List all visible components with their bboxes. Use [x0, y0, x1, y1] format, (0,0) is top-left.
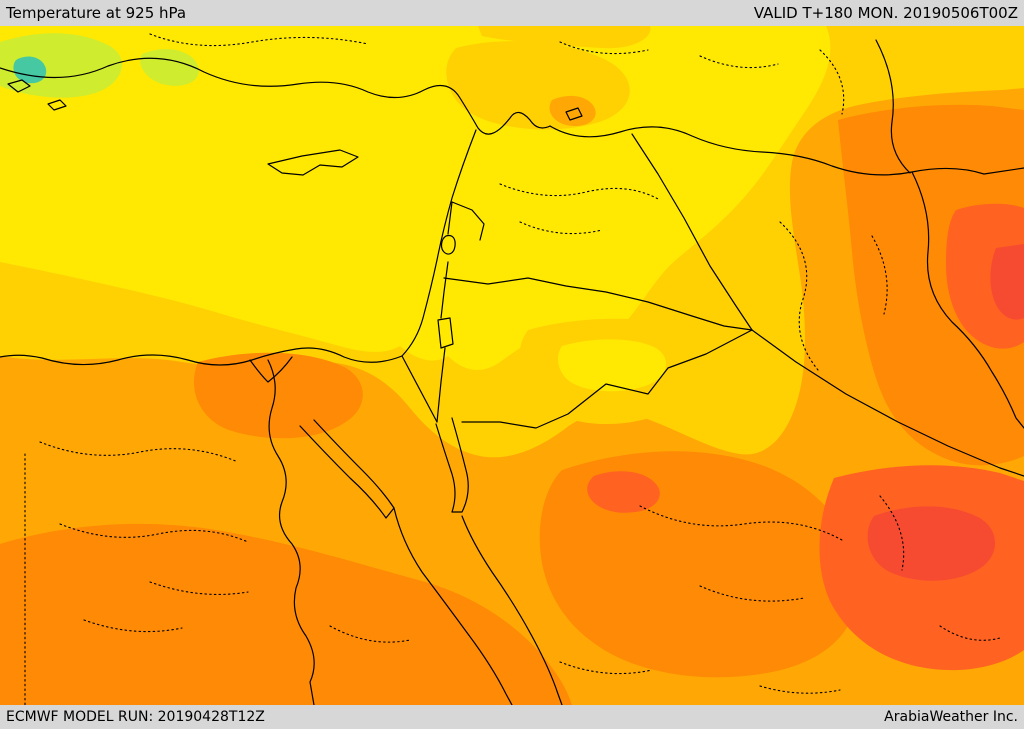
model-run-label: ECMWF MODEL RUN: 20190428T12Z	[6, 709, 265, 725]
temp-core-red-bottom-right	[867, 506, 996, 581]
red-sea-east-coast	[461, 515, 563, 705]
header-bar: Temperature at 925 hPa VALID T+180 MON. …	[0, 0, 1024, 26]
dotted-iraq-admin-lines	[779, 221, 888, 371]
dotted-south-admin-lines	[559, 625, 1001, 694]
country-borders	[0, 39, 1024, 705]
border-levant-inner	[451, 201, 485, 241]
coastline-levant-egypt	[0, 129, 477, 366]
dotted-turkey-admin-lines	[149, 33, 845, 115]
border-israel-egypt	[401, 355, 438, 423]
admin-dotted-boundaries	[24, 33, 1001, 705]
temperature-map-svg	[0, 26, 1024, 705]
gulf-of-suez	[299, 419, 395, 519]
temp-spot-orange-turkey	[549, 95, 596, 127]
border-turkey-northeast	[875, 39, 911, 174]
temp-patch-deep-orange-delta	[193, 352, 363, 439]
temp-patch-yellow-jordan-core	[558, 339, 666, 392]
lake-turkey	[565, 107, 583, 121]
river-nile-delta-branches	[249, 356, 293, 383]
temp-patch-golden-top	[478, 26, 651, 49]
map-title: Temperature at 925 hPa	[6, 4, 187, 22]
valid-time-label: VALID T+180 MON. 20190506T00Z	[753, 4, 1018, 22]
jordan-valley-line	[436, 201, 453, 423]
dotted-saudi-admin-lines	[639, 495, 905, 602]
temp-spot-red-orange-center	[587, 471, 660, 513]
border-iraq-iran	[911, 171, 1024, 429]
border-iraq-saudi	[751, 329, 1024, 477]
brand-label: ArabiaWeather Inc.	[884, 709, 1018, 725]
border-syria-iraq	[631, 133, 753, 331]
temp-core-red-east-edge	[990, 244, 1024, 320]
border-jordan-syria	[443, 277, 753, 331]
dotted-egypt-admin-lines	[39, 441, 411, 643]
lake-galilee	[440, 234, 456, 255]
footer-bar: ECMWF MODEL RUN: 20190428T12Z ArabiaWeat…	[0, 705, 1024, 729]
temp-region-bright-yellow	[0, 26, 831, 370]
islands-aegean	[7, 79, 67, 111]
dead-sea	[437, 317, 454, 349]
dotted-syria-admin-lines	[499, 183, 661, 235]
gulf-of-aqaba	[435, 417, 469, 513]
island-cyprus	[267, 149, 359, 176]
border-jordan-saudi	[461, 329, 753, 429]
temperature-field	[0, 26, 1024, 705]
map-canvas	[0, 26, 1024, 705]
temp-region-deep-orange-south-egypt	[0, 523, 572, 705]
coastline-turkey	[0, 57, 551, 135]
river-nile	[267, 359, 315, 705]
red-sea-west-coast	[393, 507, 513, 705]
